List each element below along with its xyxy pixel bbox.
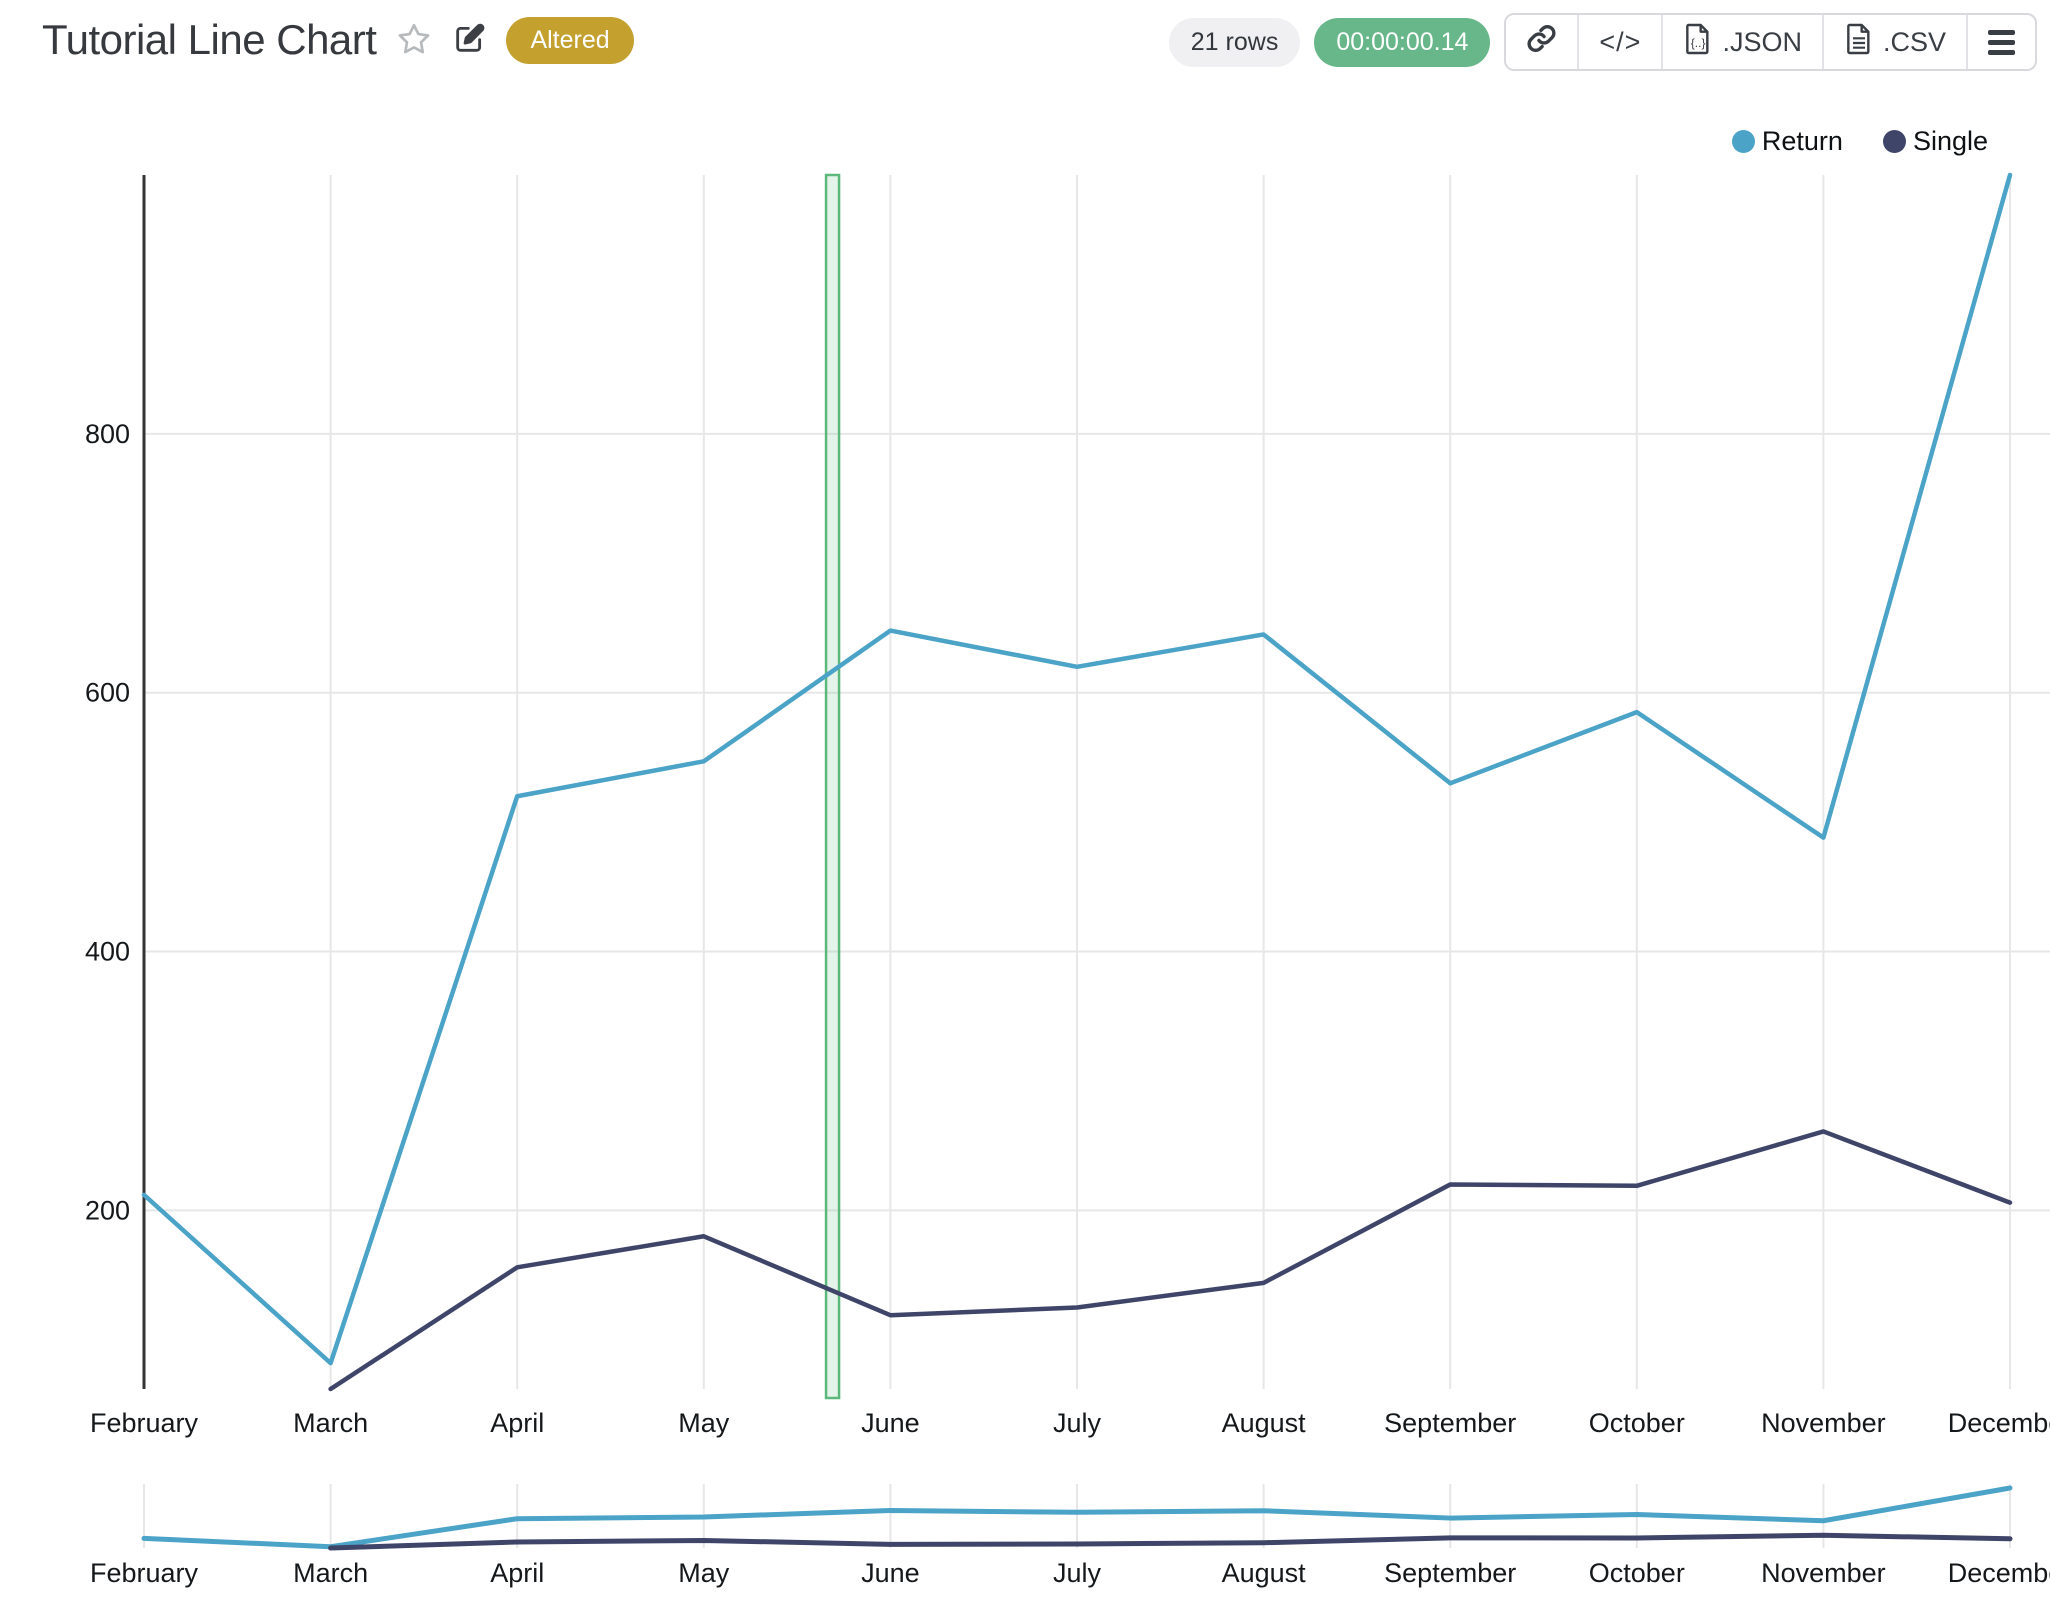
json-file-icon: {..} (1683, 23, 1713, 62)
single-series-label: Single (1912, 126, 1988, 156)
x-axis-labels: February March April May June July August Septe… (90, 1408, 2050, 1438)
csv-label: .CSV (1882, 26, 1946, 57)
legend-item-single[interactable]: Single (1882, 126, 1988, 157)
svg-text:April: April (490, 1558, 544, 1588)
svg-text:August: August (1222, 1558, 1307, 1588)
star-icon (396, 21, 432, 60)
show-code-button[interactable]: </> (1577, 15, 1661, 69)
mini-line-return (141, 1485, 2013, 1550)
chart-legend: Return Single (1731, 126, 1988, 157)
svg-text:200: 200 (85, 1195, 130, 1225)
svg-text:September: September (1384, 1558, 1516, 1588)
result-toolbar: 21 rows 00:00:00.14 </> {..} .JSON (1168, 13, 2037, 71)
svg-text:October: October (1589, 1408, 1685, 1438)
export-button-group: </> {..} .JSON .CSV (1504, 13, 2037, 71)
y-axis-tick-labels: 200 400 600 800 (85, 419, 130, 1226)
return-series-dot (1731, 130, 1755, 153)
edit-pencil-icon (452, 22, 486, 59)
main-line-return[interactable] (141, 172, 2013, 1366)
json-label: .JSON (1722, 26, 1802, 57)
svg-text:December: December (1948, 1408, 2050, 1438)
main-chart-v-gridlines (143, 175, 2011, 1389)
page-title: Tutorial Line Chart (42, 16, 377, 63)
minimap-x-labels: February March April May June July August Septe… (90, 1558, 2050, 1588)
download-csv-button[interactable]: .CSV (1821, 15, 1966, 69)
highlight-band-marker[interactable] (824, 173, 841, 1400)
hamburger-menu-icon (1988, 29, 2015, 55)
header-title-row: Tutorial Line Chart Altered (42, 16, 634, 64)
return-series-label: Return (1761, 126, 1843, 156)
row-count-chip: 21 rows (1168, 17, 1301, 67)
svg-text:November: November (1761, 1408, 1886, 1438)
csv-file-icon (1844, 23, 1874, 62)
svg-text:December: December (1948, 1558, 2050, 1588)
svg-text:February: February (90, 1558, 199, 1588)
svg-text:March: March (293, 1408, 368, 1438)
edit-button[interactable] (452, 22, 486, 59)
svg-text:February: February (90, 1408, 199, 1438)
svg-text:{..}: {..} (1691, 36, 1706, 50)
svg-text:June: June (861, 1558, 920, 1588)
svg-text:600: 600 (85, 678, 130, 708)
download-json-button[interactable]: {..} .JSON (1661, 15, 1822, 69)
svg-text:July: July (1053, 1408, 1102, 1438)
legend-item-return[interactable]: Return (1731, 126, 1843, 157)
altered-status-badge: Altered (506, 16, 634, 64)
svg-text:November: November (1761, 1558, 1886, 1588)
elapsed-time-chip: 00:00:00.14 (1314, 17, 1491, 67)
link-icon (1526, 23, 1557, 61)
main-chart-h-gridlines (144, 432, 2050, 1212)
svg-text:March: March (293, 1558, 368, 1588)
copy-link-button[interactable] (1506, 15, 1577, 69)
svg-text:April: April (490, 1408, 544, 1438)
svg-text:800: 800 (85, 419, 130, 449)
svg-text:October: October (1589, 1558, 1685, 1588)
svg-text:August: August (1222, 1408, 1307, 1438)
svg-text:July: July (1053, 1558, 1102, 1588)
mini-line-single (328, 1532, 2013, 1551)
svg-text:June: June (861, 1408, 920, 1438)
svg-text:September: September (1384, 1408, 1516, 1438)
svg-text:May: May (678, 1558, 730, 1588)
main-line-single[interactable] (328, 1129, 2013, 1392)
minimap-brush-area[interactable] (141, 1485, 2013, 1551)
code-icon: </> (1599, 26, 1642, 57)
svg-text:May: May (678, 1408, 730, 1438)
menu-button[interactable] (1966, 15, 2035, 69)
single-series-dot (1882, 130, 1906, 153)
svg-text:400: 400 (85, 937, 130, 967)
favorite-star-button[interactable] (396, 21, 432, 60)
